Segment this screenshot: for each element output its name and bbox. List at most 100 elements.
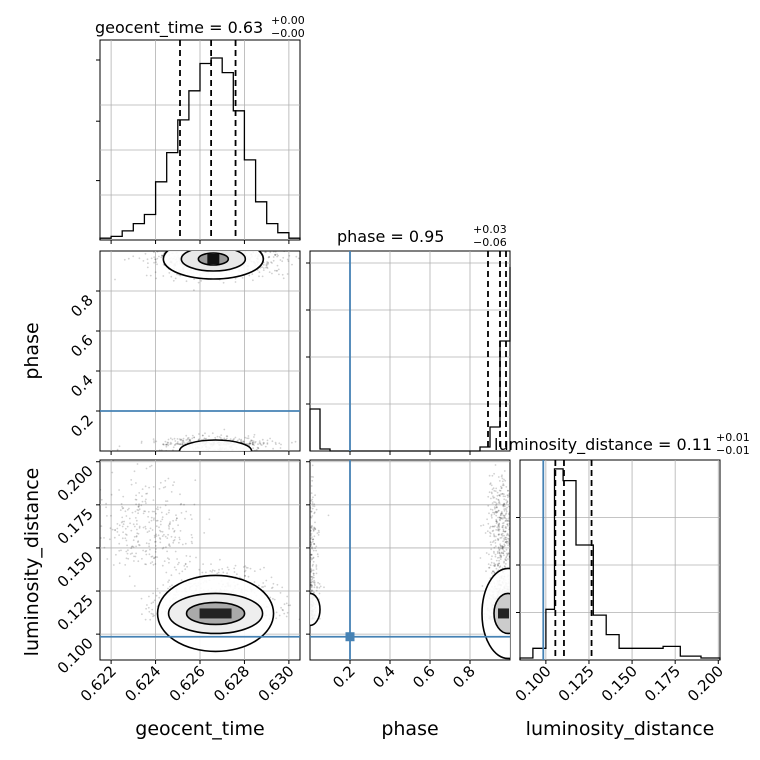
scatter-point [183,503,185,506]
scatter-point [266,261,268,263]
scatter-point [503,493,505,496]
scatter-point [505,536,507,539]
scatter-point [283,612,286,615]
scatter-point [209,570,212,572]
scatter-point [508,455,510,457]
scatter-point [165,513,168,516]
scatter-point [124,533,127,536]
scatter-point [498,562,500,565]
scatter-point [178,561,180,564]
scatter-point [216,435,219,438]
scatter-point [305,446,307,448]
scatter-point [176,442,179,445]
scatter-point [497,533,500,536]
scatter-point [495,510,497,513]
scatter-point [173,539,176,541]
scatter-point [275,443,277,445]
scatter-point [313,543,316,545]
scatter-point [149,618,152,621]
scatter-point [274,254,277,256]
scatter-point [500,487,503,490]
scatter-point [172,484,174,487]
scatter-point [233,571,236,573]
scatter-point [141,495,143,498]
scatter-point [170,491,173,493]
scatter-point [491,492,493,495]
scatter-point [162,486,165,489]
scatter-point [487,504,490,507]
scatter-point [160,449,163,451]
scatter-point [310,537,312,540]
scatter-point [493,501,495,503]
scatter-point [152,499,155,501]
scatter-point [314,521,316,524]
scatter-point [266,439,269,442]
scatter-point [498,489,501,492]
scatter-point [310,544,313,547]
scatter-point [145,502,147,504]
scatter-point [493,472,495,475]
scatter-point [201,434,204,437]
scatter-point [499,554,501,557]
scatter-point [148,542,150,545]
scatter-point [133,585,136,587]
scatter-point [310,547,313,550]
scatter-point [499,516,501,519]
scatter-point [138,544,141,547]
x-tick-label-geocent-time: 0.626 [166,662,209,705]
scatter-point [494,553,497,556]
scatter-point [157,508,159,511]
scatter-point [489,535,492,537]
scatter-point [265,262,268,265]
scatter-point [314,527,316,529]
scatter-point [315,508,318,511]
scatter-point [205,571,207,574]
scatter-point [249,440,252,443]
scatter-point [281,586,284,589]
scatter-point [301,601,303,603]
y-tick-label-luminosity-distance: 0.125 [54,591,97,634]
scatter-point [106,515,108,517]
scatter-point [126,508,129,511]
scatter-point [508,522,510,525]
scatter-point [505,559,508,562]
scatter-point [153,261,156,264]
scatter-point [495,504,497,507]
y-tick-label-luminosity-distance: 0.150 [54,548,97,591]
scatter-point [252,441,255,444]
x-tick-label-geocent-time: 0.628 [210,662,253,705]
scatter-point [310,553,313,556]
scatter-point [135,503,138,506]
scatter-point [154,551,157,553]
scatter-point [167,441,170,444]
scatter-point [498,556,500,559]
scatter-point [262,441,265,444]
scatter-point [310,581,313,584]
scatter-point [311,565,314,567]
scatter-point [201,571,204,574]
scatter-point [482,524,485,526]
scatter-point [490,491,493,494]
scatter-point [261,275,264,278]
scatter-point [96,535,98,537]
scatter-point [504,538,507,540]
scatter-point [315,566,318,568]
scatter-point [319,585,322,588]
scatter-point [159,592,161,594]
scatter-point [124,564,127,566]
scatter-point [249,442,251,445]
scatter-point [502,495,505,498]
scatter-point [312,581,315,584]
scatter-point [495,520,497,522]
scatter-point [311,557,313,560]
scatter-point [493,534,496,537]
scatter-point [248,444,251,446]
scatter-point [496,550,499,553]
scatter-point [500,485,502,488]
scatter-point [251,441,254,444]
scatter-point [313,586,316,589]
scatter-point [162,443,165,445]
scatter-point [154,563,157,565]
scatter-point [508,534,510,537]
scatter-point [170,275,173,278]
